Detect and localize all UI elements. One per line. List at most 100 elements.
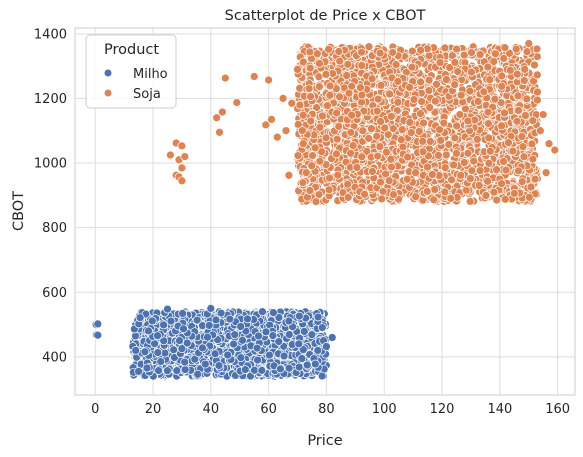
data-point-soja — [430, 185, 440, 194]
y-tick-label: 1000 — [34, 157, 67, 172]
data-point-soja — [483, 107, 493, 117]
data-point-soja — [518, 142, 528, 152]
data-point-soja — [459, 50, 469, 60]
legend-title: Product — [104, 42, 159, 58]
data-point-soja — [334, 47, 344, 56]
legend: Product Milho Soja — [85, 34, 177, 109]
data-point-soja — [456, 90, 466, 100]
data-point-soja — [452, 44, 461, 54]
data-point-soja — [398, 142, 408, 152]
data-point-milho — [154, 366, 163, 375]
data-point-milho — [156, 357, 166, 366]
data-point-milho — [317, 371, 327, 381]
data-point-soja — [383, 130, 393, 140]
data-point-soja — [500, 43, 510, 53]
data-point-milho — [147, 316, 157, 326]
data-point-soja — [293, 65, 302, 74]
data-point-soja — [528, 154, 538, 164]
data-point-soja — [381, 169, 390, 179]
data-point-milho — [284, 330, 294, 339]
data-point-soja — [550, 145, 560, 155]
data-point-soja — [325, 173, 334, 183]
data-point-soja — [418, 147, 428, 157]
data-point-soja — [367, 124, 376, 134]
data-point-milho — [225, 314, 235, 324]
data-point-soja — [535, 126, 545, 136]
data-point-soja — [528, 116, 538, 126]
data-point-milho — [178, 309, 187, 318]
data-point-milho — [294, 339, 304, 349]
data-point-soja — [492, 195, 502, 205]
data-point-soja — [499, 54, 509, 63]
data-point-milho — [177, 344, 187, 354]
data-point-milho — [204, 321, 214, 330]
data-point-milho — [297, 354, 307, 363]
data-point-soja — [367, 74, 377, 84]
data-point-milho — [229, 339, 238, 349]
data-point-soja — [509, 189, 519, 198]
data-point-milho — [294, 362, 304, 372]
data-point-soja — [249, 72, 259, 81]
data-point-soja — [467, 166, 477, 175]
data-point-soja — [357, 47, 366, 57]
data-point-soja — [465, 197, 475, 206]
data-point-soja — [305, 63, 315, 73]
data-point-soja — [343, 193, 353, 202]
data-point-soja — [315, 156, 325, 166]
data-point-soja — [490, 94, 500, 104]
data-point-milho — [261, 327, 271, 337]
data-point-soja — [389, 190, 398, 199]
data-point-soja — [504, 138, 513, 148]
data-point-milho — [180, 357, 190, 367]
data-point-soja — [481, 191, 491, 200]
data-point-soja — [344, 88, 354, 98]
data-point-soja — [373, 94, 383, 104]
data-point-soja — [408, 46, 417, 56]
data-point-soja — [411, 192, 421, 202]
data-point-soja — [295, 83, 305, 93]
data-point-soja — [281, 126, 291, 136]
data-point-soja — [312, 103, 321, 112]
data-point-soja — [310, 143, 320, 153]
data-point-soja — [377, 194, 387, 204]
data-point-milho — [93, 330, 103, 340]
data-point-soja — [393, 77, 403, 86]
data-point-soja — [356, 83, 365, 93]
data-point-milho — [274, 337, 284, 346]
data-point-soja — [499, 157, 508, 166]
data-point-soja — [465, 86, 475, 96]
data-point-soja — [439, 118, 449, 128]
data-point-milho — [243, 314, 252, 324]
data-point-soja — [526, 182, 536, 192]
data-point-milho — [276, 364, 285, 374]
data-point-soja — [321, 70, 331, 79]
data-point-soja — [500, 108, 509, 118]
data-point-soja — [511, 44, 521, 54]
data-point-soja — [440, 187, 450, 197]
data-point-milho — [131, 346, 141, 355]
data-point-soja — [358, 126, 368, 136]
data-point-milho — [284, 363, 294, 373]
data-point-soja — [295, 100, 305, 110]
data-point-soja — [305, 186, 315, 195]
data-point-soja — [177, 163, 187, 173]
data-point-soja — [474, 181, 484, 190]
data-point-soja — [293, 151, 303, 160]
data-point-soja — [505, 65, 515, 75]
data-point-soja — [324, 185, 334, 195]
data-point-milho — [310, 359, 320, 369]
data-point-soja — [522, 47, 532, 56]
data-point-soja — [514, 166, 523, 176]
data-point-soja — [306, 116, 316, 126]
data-point-soja — [423, 162, 432, 172]
data-point-soja — [364, 42, 374, 52]
data-point-soja — [386, 154, 396, 164]
data-point-soja — [357, 90, 367, 100]
data-point-soja — [304, 84, 314, 94]
data-point-soja — [434, 151, 443, 160]
data-point-soja — [343, 179, 353, 189]
data-point-soja — [388, 48, 398, 57]
data-point-soja — [456, 171, 466, 180]
data-point-soja — [332, 108, 342, 118]
data-point-soja — [489, 187, 499, 197]
